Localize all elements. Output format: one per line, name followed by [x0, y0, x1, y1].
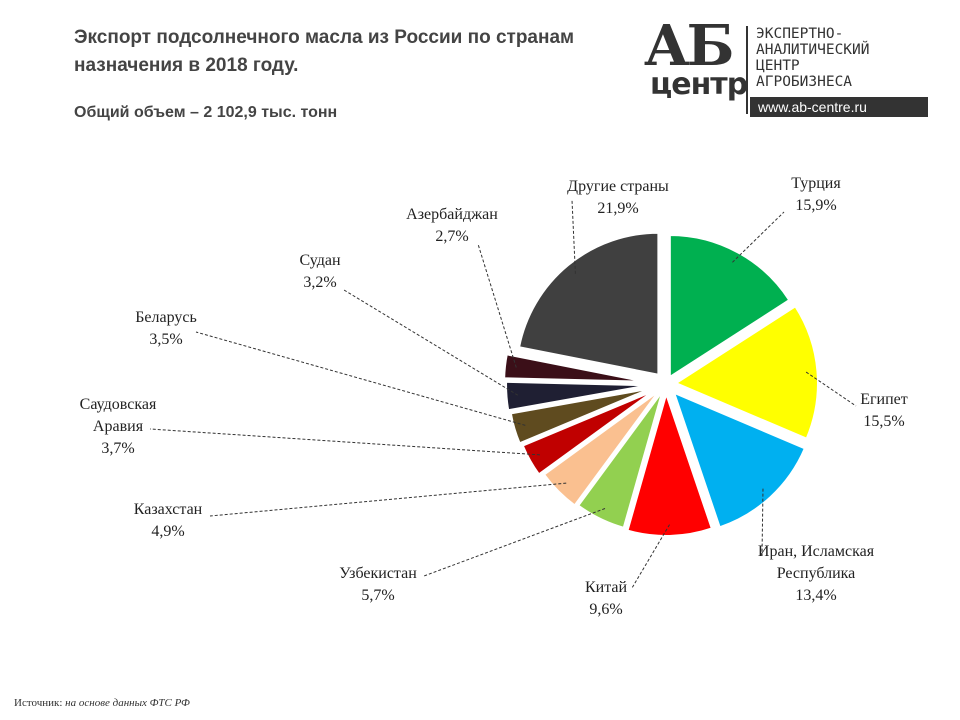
- slice-label: Другие страны 21,9%: [567, 178, 669, 217]
- leader-line: [195, 331, 526, 426]
- slice-label: Судан 3,2%: [299, 252, 341, 291]
- leader-line: [805, 371, 857, 407]
- logo-divider: [746, 26, 748, 114]
- logo-url: www.ab-centre.ru: [750, 97, 928, 117]
- logo-word: центр: [650, 67, 748, 102]
- pie-slice: [509, 387, 652, 445]
- chart-title: Экспорт подсолнечного масла из России по…: [74, 27, 575, 76]
- slice-label: Беларусь 3,5%: [135, 309, 197, 348]
- slice-label: Китай 9,6%: [585, 579, 628, 618]
- leader-line: [477, 243, 517, 368]
- source-label: Источник:: [14, 697, 63, 709]
- source-text: на основе данных ФТС РФ: [65, 697, 190, 709]
- leader-line: [209, 482, 567, 517]
- slice-label: Узбекистан 5,7%: [339, 565, 417, 604]
- pie-slice: [668, 233, 791, 379]
- slice-label: Иран, Исламская Республика 13,4%: [758, 543, 875, 604]
- logo-line-3: ЦЕНТР: [756, 58, 800, 74]
- pie-slice: [521, 389, 655, 476]
- logo-line-4: АГРОБИЗНЕСА: [756, 74, 853, 90]
- chart-subtitle: Общий объем – 2 102,9 тыс. тонн: [74, 104, 338, 121]
- slice-label: Египет 15,5%: [860, 391, 908, 430]
- source-note: Источник: на основе данных ФТС РФ: [14, 697, 190, 709]
- pie-slice: [626, 390, 714, 537]
- pie-slice: [673, 304, 819, 441]
- pie-slice: [542, 390, 660, 507]
- leader-line: [571, 199, 576, 274]
- slice-label: Саудовская Аравия 3,7%: [80, 396, 157, 457]
- leader-line: [423, 508, 606, 577]
- pie-slice: [505, 380, 649, 412]
- ab-centre-logo: АБ центр ЭКСПЕРТНО- АНАЛИТИЧЕСКИЙ ЦЕНТР …: [644, 16, 934, 118]
- pie-slice: [503, 353, 647, 383]
- logo-line-1: ЭКСПЕРТНО-: [756, 26, 844, 42]
- leader-line: [761, 488, 764, 557]
- logo-letters: АБ: [644, 13, 734, 79]
- leader-line: [732, 211, 785, 263]
- leader-line: [149, 428, 540, 456]
- slice-label: Азербайджан 2,7%: [406, 206, 498, 245]
- logo-line-2: АНАЛИТИЧЕСКИЙ: [756, 42, 870, 58]
- pie-slice: [576, 390, 664, 530]
- pie-slice: [672, 391, 807, 529]
- leader-line: [343, 289, 519, 396]
- pie-slice: [517, 231, 660, 376]
- leader-line: [631, 524, 670, 589]
- slice-label: Казахстан 4,9%: [134, 501, 203, 540]
- slice-label: Турция 15,9%: [791, 175, 841, 214]
